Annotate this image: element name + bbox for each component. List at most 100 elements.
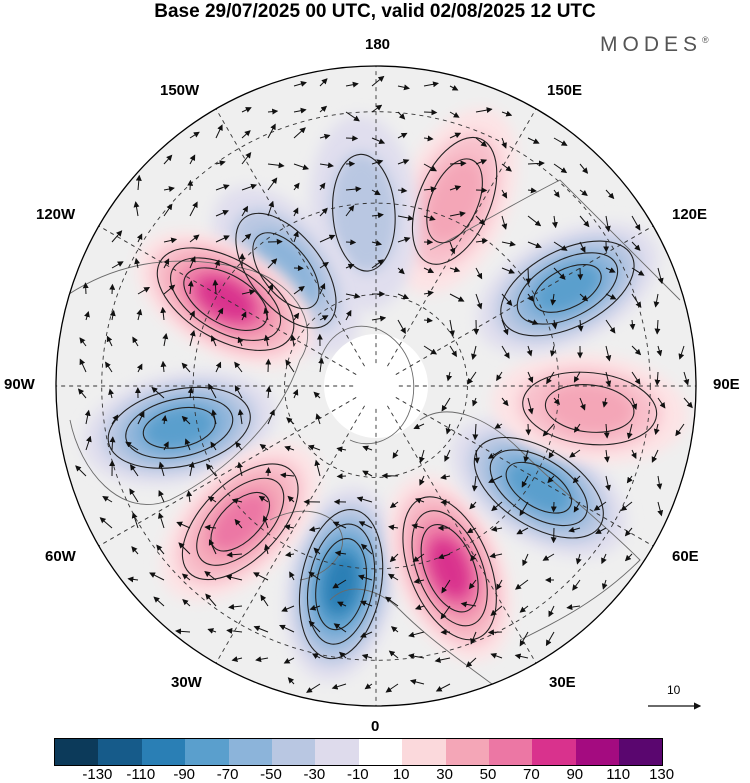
wind-vector	[163, 441, 169, 451]
colorbar-tick-label: 30	[436, 766, 453, 783]
wind-vector	[553, 397, 560, 405]
wind-vector	[186, 490, 193, 503]
wind-vector	[553, 163, 568, 174]
wind-vector	[467, 371, 477, 385]
wind-vector	[315, 413, 322, 425]
contour-ring	[505, 461, 572, 514]
wind-vector	[149, 572, 165, 581]
wind-vector	[527, 397, 534, 415]
wind-vector	[214, 259, 220, 269]
wind-vector	[542, 423, 555, 437]
wind-vector	[519, 631, 529, 647]
wind-vector	[397, 236, 411, 243]
wind-vector	[388, 650, 399, 659]
wind-vector	[397, 319, 406, 334]
wind-vector	[234, 361, 243, 373]
wind-vector	[631, 371, 641, 385]
wind-vector	[265, 466, 272, 477]
wind-vector	[175, 628, 191, 635]
wind-vector	[360, 543, 373, 555]
contour-ring	[125, 396, 234, 459]
wind-vector	[371, 75, 385, 87]
contour-ring	[298, 508, 384, 660]
wind-vector	[358, 521, 373, 529]
wind-vector	[657, 501, 664, 517]
wind-vector	[675, 423, 685, 437]
wind-vector	[519, 605, 529, 613]
wind-vector	[487, 629, 503, 636]
wind-vector	[444, 449, 451, 462]
wind-vector	[437, 553, 451, 560]
contour-ring	[170, 257, 282, 341]
wind-vector	[111, 414, 119, 425]
wind-vector	[542, 553, 555, 561]
wind-vector	[319, 207, 328, 217]
wind-vector	[284, 445, 295, 452]
wind-vector	[362, 470, 373, 477]
contour-ring	[500, 240, 635, 337]
lon-label-120e: 120E	[672, 206, 708, 223]
wind-vector	[423, 290, 434, 297]
wind-vector	[434, 657, 451, 663]
colorbar-tick-label: 10	[392, 766, 410, 783]
wind-vector	[487, 449, 503, 459]
wind-vector	[132, 336, 139, 347]
wind-vector	[569, 449, 581, 458]
lon-label-90e: 90E	[713, 376, 740, 393]
wind-vector	[527, 160, 545, 167]
wind-vector	[475, 238, 488, 245]
wind-vector	[163, 284, 176, 295]
wind-vector	[579, 241, 586, 253]
wind-vector	[501, 345, 510, 359]
wind-vector	[624, 527, 633, 537]
wind-vector	[579, 293, 589, 302]
wind-vector	[579, 163, 589, 174]
wind-vector	[262, 515, 269, 529]
wind-vector	[189, 255, 196, 269]
reference-vector-value: 10	[667, 683, 681, 697]
colorbar-tick-label: 110	[606, 766, 631, 783]
wind-vector	[111, 230, 123, 243]
wind-vector	[215, 307, 224, 321]
wind-vector	[215, 210, 229, 217]
wind-vector	[264, 543, 270, 555]
meridian-line	[387, 100, 541, 367]
wind-vector	[409, 678, 425, 685]
wind-vector	[106, 335, 113, 347]
wind-vector	[319, 133, 331, 140]
wind-vector	[241, 205, 249, 217]
wind-vector	[208, 539, 217, 555]
wind-vector	[234, 518, 243, 529]
wind-vector	[631, 267, 645, 276]
wind-vector	[626, 423, 633, 440]
wind-vector	[225, 574, 243, 581]
polar-cap	[324, 334, 428, 438]
wind-vector	[423, 267, 435, 273]
wind-vector	[287, 495, 295, 503]
wind-vector	[215, 361, 222, 373]
wind-vector	[449, 211, 466, 217]
wind-vector	[468, 579, 477, 590]
contour-ring	[533, 264, 602, 313]
anomaly-shade	[545, 383, 635, 434]
wind-vector	[82, 282, 89, 295]
colorbar-segment	[315, 739, 359, 765]
wind-vector	[573, 423, 581, 433]
wind-vector	[308, 571, 321, 581]
wind-vector	[371, 104, 383, 113]
anomaly-layer	[82, 108, 688, 682]
wind-vector	[231, 498, 243, 504]
wind-vector	[312, 653, 321, 660]
wind-vector	[449, 241, 456, 255]
wind-vector	[319, 162, 334, 169]
wind-vector	[389, 501, 399, 509]
wind-vector	[161, 414, 168, 425]
wind-vector	[279, 624, 295, 633]
wind-vector	[105, 361, 113, 373]
wind-vector	[440, 605, 451, 620]
wind-vector	[548, 449, 555, 459]
colorbar-segment	[55, 739, 99, 765]
wind-vector	[188, 461, 195, 477]
wind-vector	[449, 85, 459, 91]
map-border	[55, 65, 697, 707]
